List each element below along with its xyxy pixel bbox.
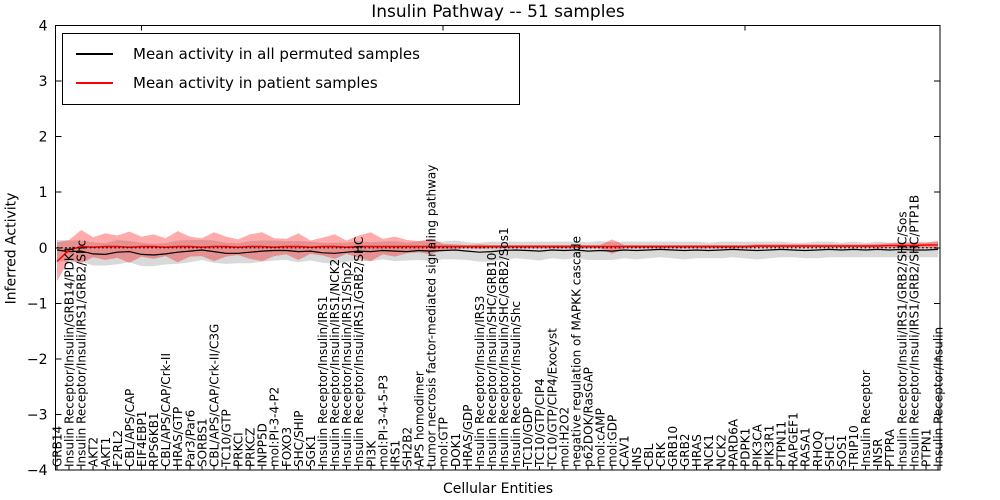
legend-line-permuted-icon	[76, 52, 113, 55]
x-category-label: SHC1	[823, 434, 837, 467]
x-category-label: SORBS1	[195, 418, 209, 467]
x-category-label: GRB2	[678, 433, 692, 467]
x-category-label: Insulin Receptor/Insuli/IRS1/GRB2/Shc	[75, 240, 89, 467]
x-category-label: negative regulation of MAPKK cascade	[569, 236, 583, 467]
x-category-label: GRB14	[51, 426, 65, 467]
y-tick-label: 3	[39, 74, 48, 90]
x-category-label: PTPN1	[919, 429, 933, 467]
x-category-label: mol:GDP	[606, 415, 620, 467]
x-category-label: Insulin Receptor/Insulin/IRS1/NCK2	[328, 259, 342, 467]
y-tick-label: −3	[27, 407, 48, 423]
patient-samples-range-band	[57, 230, 938, 282]
x-category-label: SOS1	[835, 435, 849, 467]
x-category-label: RPS6KB1	[147, 412, 161, 467]
x-category-label: SGK1	[304, 435, 318, 467]
x-category-label: INSR	[871, 439, 885, 467]
y-tick-label: −4	[27, 463, 48, 479]
x-category-label: Insulin Receptor/Insulin/IRS3	[473, 296, 487, 467]
x-category-label: Insulin Receptor/Insuli/IRS1/GRB2/SHC/PT…	[907, 195, 921, 467]
x-category-label: NCK2	[714, 434, 728, 467]
x-category-label: PARD6A	[726, 418, 740, 467]
x-category-label: HRAS/GTP	[171, 407, 185, 467]
x-category-label: SH2B2	[400, 427, 414, 467]
x-category-label: Insulin Receptor	[859, 370, 873, 467]
x-category-label: PIK3CA	[750, 423, 764, 467]
y-tick-label: −1	[27, 296, 48, 312]
x-category-label: IRS1	[388, 440, 402, 467]
legend-item-patient: Mean activity in patient samples	[63, 68, 519, 97]
x-category-label: TC10/GDP	[521, 407, 535, 468]
legend-label-patient: Mean activity in patient samples	[133, 73, 378, 92]
x-category-label: CBL/APS/CAP	[123, 389, 137, 467]
x-axis-label: Cellular Entities	[442, 481, 554, 497]
x-category-label: TRIP10	[847, 425, 861, 468]
x-category-label: Insulin Receptor/Insuli/IRS1/GRB2/SHC/So…	[895, 211, 909, 467]
x-category-label: CBL	[642, 443, 656, 467]
series-line-0	[56, 248, 939, 256]
x-category-label: RASA1	[799, 427, 813, 467]
x-category-label: AKT1	[99, 437, 113, 467]
x-category-label: F2RL2	[111, 430, 125, 467]
x-category-label: NCK1	[702, 434, 716, 467]
x-category-label: p62DOK/RasGAP	[582, 367, 596, 467]
x-category-label: CBL/APS/CAP/Crk-II	[159, 353, 173, 467]
x-category-label: PTPN11	[775, 421, 789, 467]
legend-line-patient-icon	[76, 81, 113, 84]
x-category-label: Insulin Receptor/Insulin/SHC/GRB2/Sos1	[497, 227, 511, 467]
x-category-label: RAPGEF1	[787, 412, 801, 467]
x-category-label: Par3/Par6	[183, 410, 197, 467]
x-category-label: Insulin Receptor/Insuli/IRS1/GRB2/SHC	[352, 237, 366, 467]
x-category-label: FOXO3	[280, 427, 294, 467]
x-category-label: TC10/GTP/CIP4/Exocyst	[545, 328, 559, 468]
x-category-label: HRAS/GDP	[461, 404, 475, 467]
x-category-label: Insulin Receptor/Insulin	[932, 327, 946, 467]
x-category-label: DOK1	[449, 433, 463, 467]
series-line-1	[56, 244, 938, 263]
legend-item-permuted: Mean activity in all permuted samples	[63, 39, 519, 68]
legend: Mean activity in all permuted samples Me…	[62, 33, 520, 105]
x-category-label: PRKCI	[232, 432, 246, 467]
x-category-label: PI3K	[364, 440, 378, 467]
x-category-label: mol:PI-3-4-5-P3	[376, 375, 390, 467]
x-category-label: RHOQ	[811, 431, 825, 467]
x-category-label: INS	[630, 447, 644, 467]
x-category-label: PTPRA	[883, 428, 897, 467]
x-category-label: PRKCZ	[244, 428, 258, 467]
x-category-label: CBL/APS/CAP/Crk-II/C3G	[207, 324, 221, 467]
y-axis-label: Inferred Activity	[3, 192, 20, 305]
chart-title: Insulin Pathway -- 51 samples	[371, 2, 625, 22]
x-category-label: Insulin Receptor/Insulin/Shc	[509, 301, 523, 467]
x-category-label: PDPK1	[738, 428, 752, 467]
x-category-label: SHC/SHIP	[292, 411, 306, 467]
x-category-label: mol:PI-3-4-P2	[268, 387, 282, 467]
x-category-label: mol:GTP	[437, 417, 451, 467]
x-category-label: CRK	[654, 441, 668, 467]
x-category-label: TC10/GTP/CIP4	[533, 378, 547, 468]
y-tick-label: 2	[39, 130, 48, 146]
legend-label-permuted: Mean activity in all permuted samples	[133, 44, 420, 63]
y-tick-label: 4	[39, 19, 48, 35]
y-tick-label: 1	[39, 185, 48, 201]
x-category-label: Insulin Receptor/Insulin/GRB14/PDK1	[63, 246, 77, 467]
x-category-label: Insulin Receptor/Insulin/IRS1	[316, 296, 330, 467]
x-category-label: TC10/GTP	[219, 409, 233, 468]
x-category-label: AKT2	[87, 437, 101, 467]
x-category-label: EIF4EBP1	[135, 411, 149, 467]
x-category-label: Insulin Receptor/Insulin/IRS1/Shp2	[340, 261, 354, 467]
x-category-label: mol:cAMP	[594, 408, 608, 467]
x-category-label: Insulin Receptor/Insulin/SHC/GRB10	[485, 253, 499, 467]
x-category-label: APS homodimer	[413, 371, 427, 467]
x-category-label: CAV1	[618, 435, 632, 467]
y-tick-label: −2	[27, 352, 48, 368]
y-tick-label: 0	[39, 241, 48, 257]
x-category-label: HRAS	[690, 434, 704, 467]
x-category-label: mol:H2O2	[557, 407, 571, 467]
x-category-label: GRB10	[666, 426, 680, 467]
x-category-label: tumor necrosis factor-mediated signaling…	[425, 165, 439, 467]
x-category-label: INPP5D	[256, 423, 270, 467]
x-category-label: PIK3R1	[763, 425, 777, 467]
